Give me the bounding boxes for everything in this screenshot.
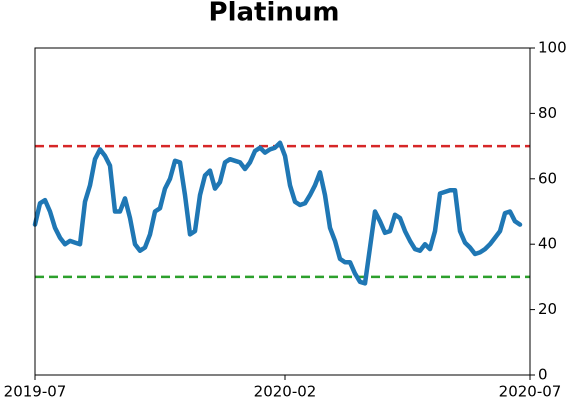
y-tick-label: 60 xyxy=(538,169,557,187)
chart-title: Platinum xyxy=(209,0,340,28)
x-tick-label: 2020-02 xyxy=(254,383,317,401)
plot-frame xyxy=(34,47,531,376)
data-line xyxy=(32,140,523,286)
x-tick-label: 2019-07 xyxy=(4,383,67,401)
y-tick-label: 20 xyxy=(538,300,557,318)
y-tick-label: 100 xyxy=(538,39,567,57)
x-tick-label: 2020-07 xyxy=(499,383,562,401)
y-tick-label: 80 xyxy=(538,104,557,122)
y-tick-label: 40 xyxy=(538,235,557,253)
y-tick-label: 0 xyxy=(538,366,548,384)
